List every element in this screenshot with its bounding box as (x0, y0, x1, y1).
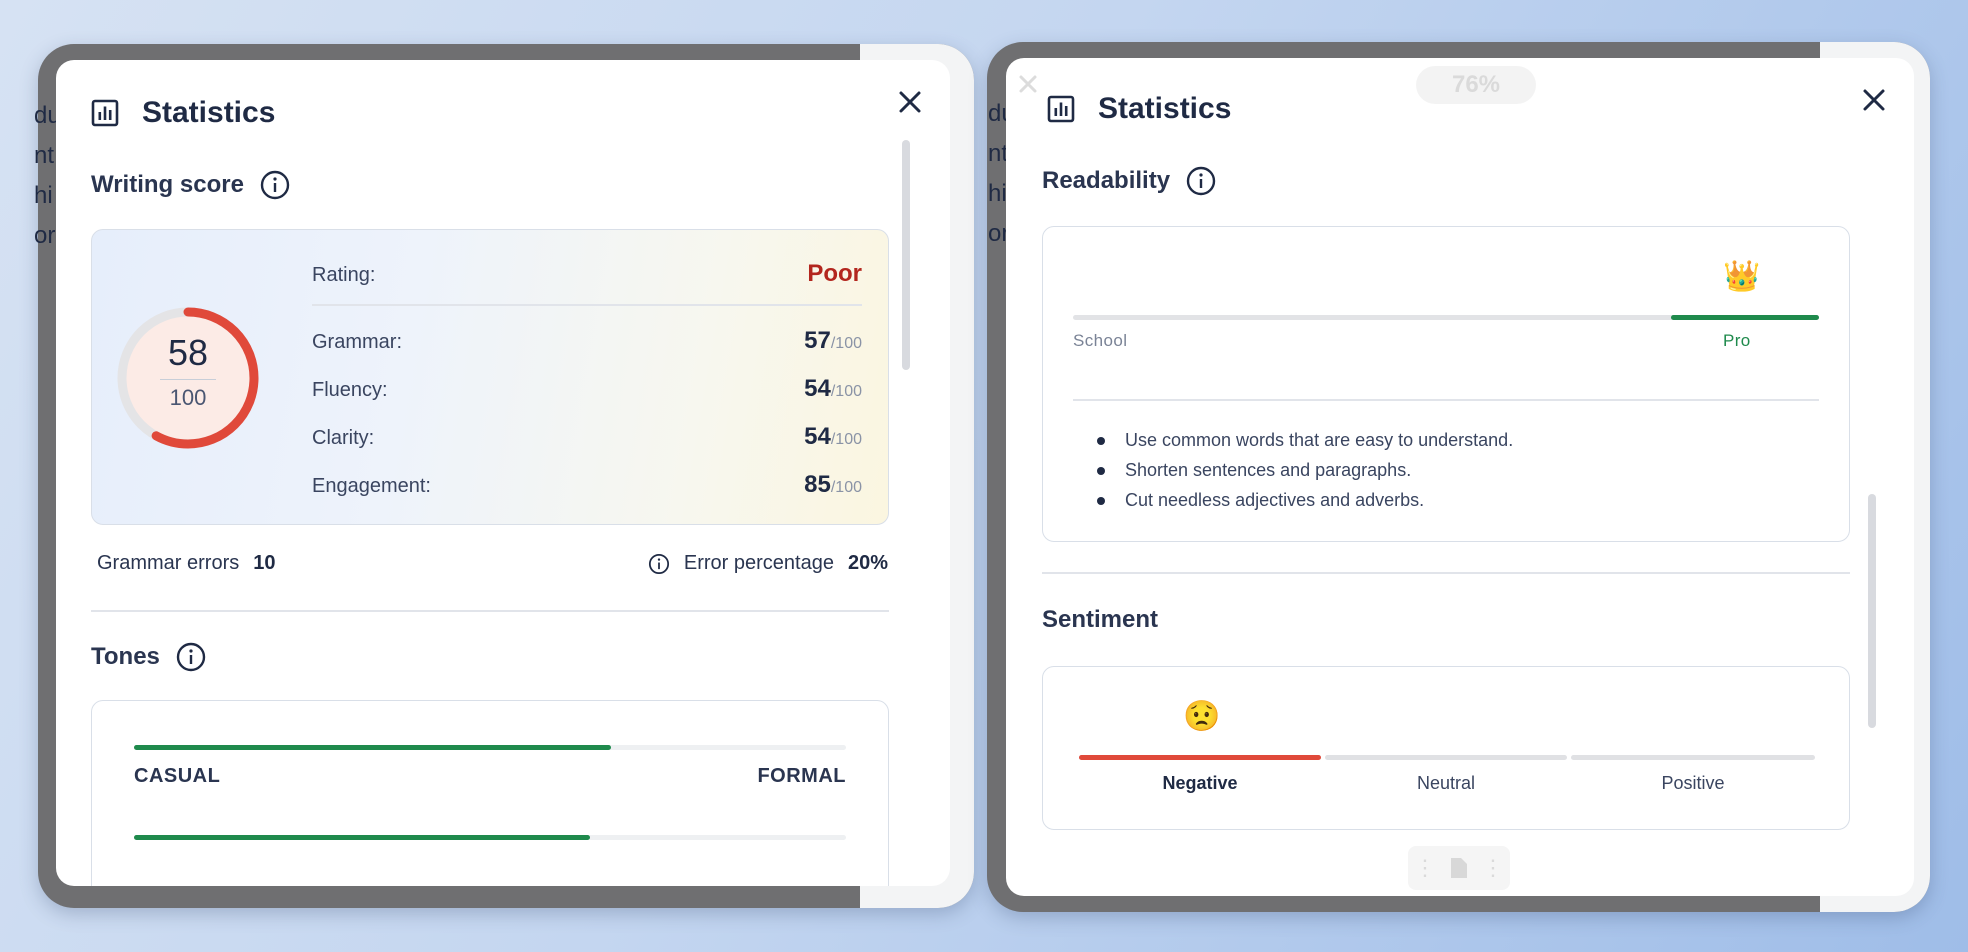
rating-label: Rating: (312, 264, 376, 286)
worried-face-icon: 😟 (1183, 700, 1221, 733)
readability-card: 👑 School Pro Use common words that are e… (1042, 226, 1850, 542)
sentiment-card: 😟 Negative Neutral Positive (1042, 666, 1850, 830)
metric-label: Grammar: (312, 331, 402, 353)
readability-track (1073, 315, 1819, 320)
metric-max: /100 (830, 383, 862, 400)
score-ring (117, 307, 259, 449)
panel-title: Statistics (1098, 92, 1232, 125)
rating-value: Poor (807, 260, 862, 287)
metric-row: Grammar: 57/100 (312, 327, 862, 355)
panel-title: Statistics (142, 96, 276, 129)
metric-label: Engagement: (312, 475, 431, 497)
level-label: School (1073, 331, 1128, 350)
right-statistics-panel: Statistics Readability 👑 School Pro Use … (1006, 58, 1914, 896)
list-item: Use common words that are easy to unders… (1097, 425, 1513, 455)
sentiment-label: Neutral (1416, 773, 1476, 793)
crown-icon: 👑 (1723, 260, 1761, 293)
left-statistics-panel: Statistics Writing score 58 100 Rating: … (56, 60, 950, 886)
info-icon[interactable] (1186, 166, 1216, 196)
tone-fill (134, 745, 612, 750)
info-icon[interactable] (648, 553, 670, 575)
tone-fill (134, 835, 590, 840)
scrollbar-thumb[interactable] (1868, 494, 1876, 728)
chart-icon (1047, 95, 1075, 123)
list-item: Cut needless adjectives and adverbs. (1097, 485, 1513, 515)
metric-max: /100 (830, 335, 862, 352)
metric-row: Engagement: 85/100 (312, 471, 862, 499)
readability-fill (1671, 315, 1819, 320)
score-divider (160, 379, 216, 380)
section-divider (91, 610, 889, 612)
list-item: Shorten sentences and paragraphs. (1097, 455, 1513, 485)
metric-value: 85 (804, 471, 831, 498)
chart-icon (91, 99, 119, 127)
writing-score-card: 58 100 Rating: Poor Grammar: 57/100 Flue… (91, 229, 889, 525)
metric-row: Fluency: 54/100 (312, 375, 862, 403)
faded-close-icon[interactable] (1016, 72, 1040, 96)
section-divider (1042, 572, 1850, 574)
scrollbar-thumb[interactable] (902, 140, 910, 370)
metric-label: Fluency: (312, 379, 388, 401)
grammar-errors: Grammar errors 10 (97, 552, 275, 575)
list-icon[interactable]: ⋮ (1414, 855, 1436, 880)
sentiment-fill (1079, 755, 1321, 760)
sentiment-heading: Sentiment (1042, 606, 1159, 633)
sentiment-label-active: Negative (1162, 773, 1238, 793)
error-percentage-value: 20% (847, 552, 888, 574)
score-max: 100 (169, 385, 207, 410)
rating-divider (312, 304, 862, 306)
tones-heading: Tones (91, 642, 206, 672)
close-icon[interactable] (1858, 84, 1890, 116)
score-value: 58 (167, 332, 209, 373)
zoom-level-badge: 76% (1416, 66, 1536, 104)
tone-right-label: FORMAL (757, 765, 846, 787)
sentiment-track (1325, 755, 1567, 760)
panel-header: Statistics (90, 96, 275, 130)
bottom-toolbar[interactable]: ⋮ ⋮ (1408, 846, 1510, 890)
list-icon[interactable]: ⋮ (1482, 855, 1504, 880)
info-icon[interactable] (176, 642, 206, 672)
readability-tips: Use common words that are easy to unders… (1097, 425, 1513, 515)
error-percentage: Error percentage 20% (648, 552, 888, 575)
metric-value: 57 (804, 327, 831, 354)
document-icon[interactable] (1450, 857, 1468, 879)
close-icon[interactable] (894, 86, 926, 118)
tones-card: CASUAL FORMAL (91, 700, 889, 886)
sentiment-track (1571, 755, 1815, 760)
writing-score-heading: Writing score (91, 170, 290, 200)
metric-value: 54 (804, 423, 831, 450)
metric-row: Clarity: 54/100 (312, 423, 862, 451)
level-label-active: Pro (1723, 331, 1751, 350)
tone-left-label: CASUAL (134, 765, 221, 787)
readability-heading: Readability (1042, 166, 1216, 196)
panel-header: Statistics (1046, 92, 1231, 126)
grammar-errors-value: 10 (253, 552, 276, 574)
rating-row: Rating: Poor (312, 260, 862, 288)
sentiment-label: Positive (1661, 773, 1725, 793)
metric-max: /100 (830, 431, 862, 448)
info-icon[interactable] (260, 170, 290, 200)
metric-value: 54 (804, 375, 831, 402)
metric-max: /100 (830, 479, 862, 496)
readability-divider (1073, 399, 1819, 401)
grammar-errors-label: Grammar errors (97, 552, 240, 574)
error-percentage-label: Error percentage (683, 552, 834, 574)
metric-label: Clarity: (312, 427, 375, 449)
